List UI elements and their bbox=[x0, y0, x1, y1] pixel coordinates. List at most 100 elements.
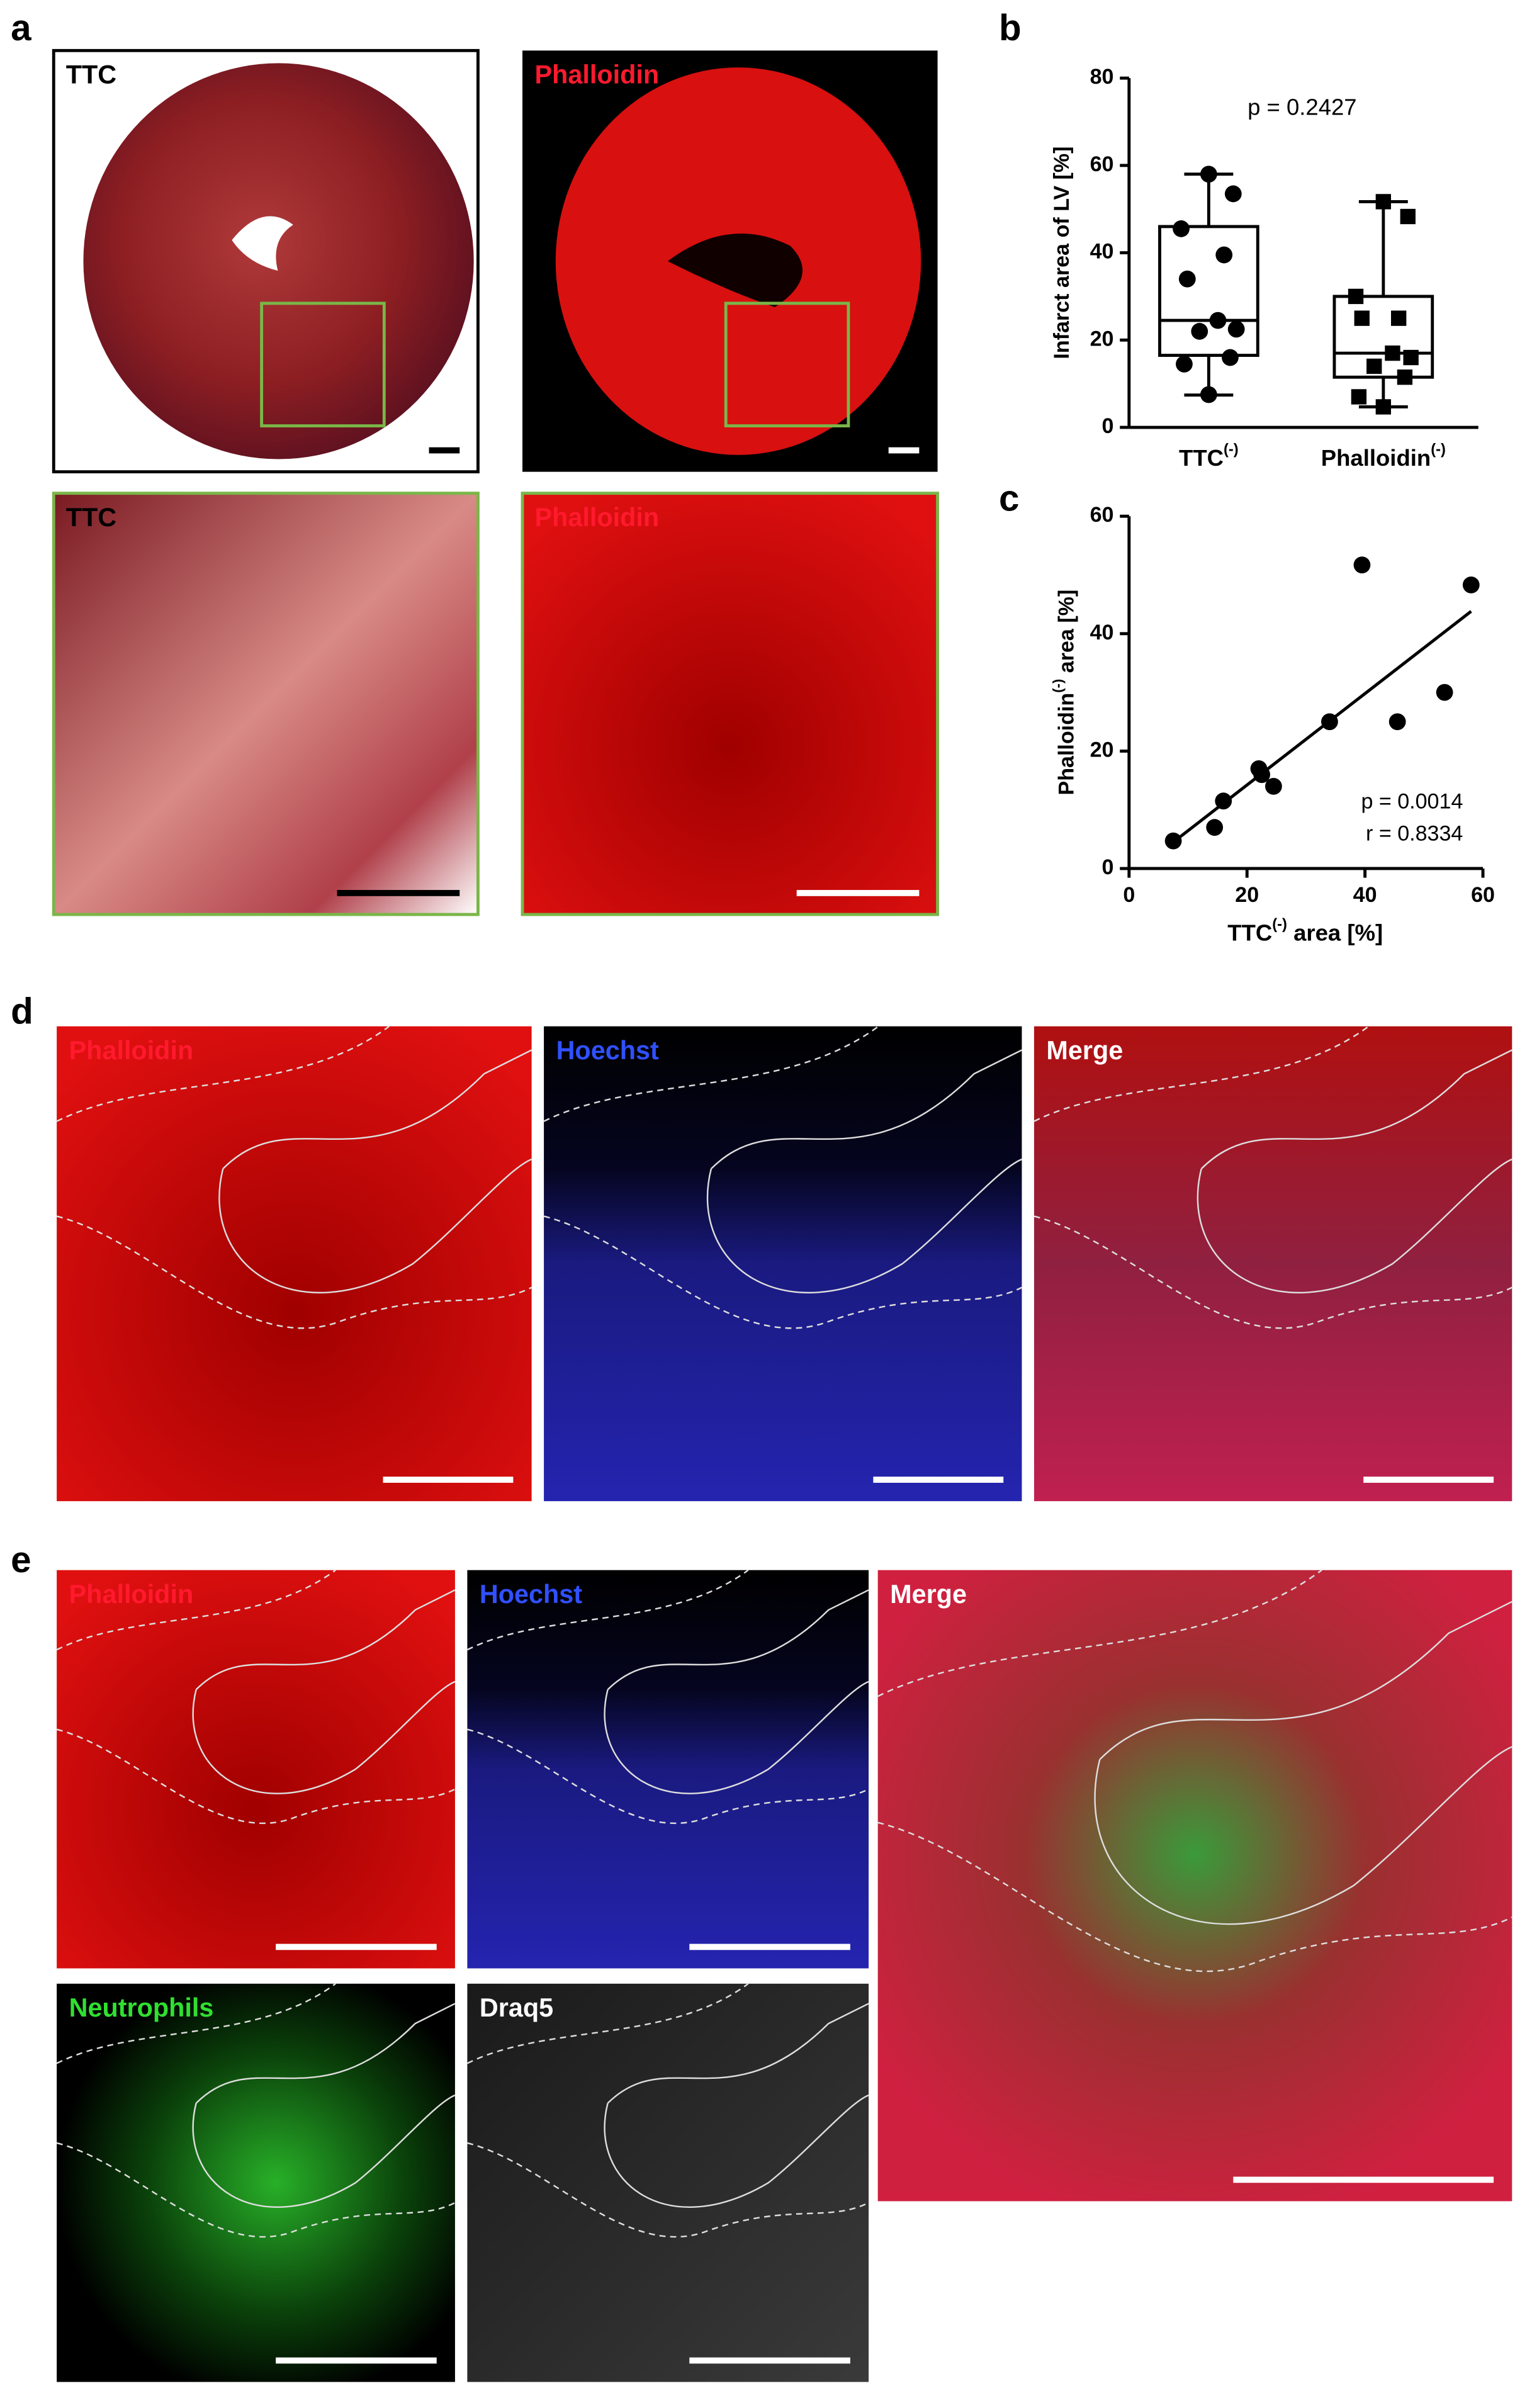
micrograph bbox=[57, 1026, 532, 1502]
y-tick-label: 40 bbox=[1090, 240, 1114, 264]
y-tick-label: 20 bbox=[1090, 738, 1114, 762]
panel-letter: d bbox=[11, 991, 33, 1032]
x-axis-label-rest: area [%] bbox=[1287, 920, 1383, 945]
scale-bar bbox=[689, 2357, 850, 2364]
point bbox=[1375, 399, 1392, 415]
x-axis-label: TTC(-) area [%] bbox=[1227, 916, 1383, 945]
boundary-solid bbox=[604, 2003, 869, 2208]
point bbox=[1200, 386, 1217, 403]
scale-bar bbox=[337, 890, 460, 896]
panel-letter: c bbox=[999, 478, 1019, 519]
point bbox=[1224, 185, 1242, 203]
image-label: Draq5 bbox=[480, 1993, 553, 2022]
boundary-dashed bbox=[877, 1569, 1512, 1972]
panel-letter: b bbox=[999, 8, 1022, 48]
scale-bar bbox=[873, 1477, 1004, 1483]
point bbox=[1436, 684, 1453, 701]
boundary-dashed bbox=[1034, 1025, 1512, 1329]
panel-letter: a bbox=[11, 8, 31, 48]
box bbox=[1332, 295, 1434, 379]
x-tick-label: TTC(-) bbox=[1179, 442, 1239, 471]
image-label: Hoechst bbox=[480, 1580, 582, 1609]
x-tick-label-text: Phalloidin bbox=[1321, 445, 1431, 471]
x-axis-label-sup: (-) bbox=[1272, 916, 1287, 933]
micrograph bbox=[467, 1983, 869, 2382]
lumen bbox=[232, 216, 293, 271]
point bbox=[1354, 310, 1370, 326]
point bbox=[1385, 345, 1400, 361]
scale-bar bbox=[796, 890, 920, 896]
point bbox=[1400, 208, 1416, 225]
point bbox=[1366, 358, 1382, 374]
boundary-dashed bbox=[543, 1025, 1022, 1329]
panel-letter: e bbox=[11, 1539, 31, 1580]
boundary-dashed bbox=[56, 1983, 456, 2238]
scale-bar bbox=[888, 447, 920, 454]
boundary-dashed bbox=[466, 1569, 869, 1825]
boundary-solid bbox=[1197, 1049, 1512, 1294]
image-label: Phalloidin bbox=[69, 1580, 194, 1609]
y-axis-label-sup: (-) bbox=[1050, 679, 1066, 693]
point bbox=[1348, 288, 1364, 305]
lumen bbox=[667, 233, 803, 307]
micrograph bbox=[544, 1026, 1022, 1502]
scale-bar bbox=[1363, 1477, 1494, 1483]
annotation: r = 0.8334 bbox=[1366, 821, 1463, 845]
inset-box bbox=[260, 301, 386, 428]
y-tick-label: 20 bbox=[1090, 327, 1114, 351]
scale-bar bbox=[383, 1477, 514, 1483]
heart-section bbox=[83, 63, 474, 459]
boundary-solid bbox=[707, 1049, 1022, 1294]
scale-bar bbox=[276, 1944, 437, 1950]
point bbox=[1227, 320, 1245, 338]
point bbox=[1351, 389, 1367, 405]
point bbox=[1200, 166, 1217, 183]
scale-bar bbox=[276, 2357, 437, 2364]
image-label: TTC bbox=[66, 503, 116, 532]
x-tick-label: 0 bbox=[1123, 883, 1135, 907]
x-tick-label-sup: (-) bbox=[1224, 442, 1239, 458]
point bbox=[1191, 323, 1208, 340]
image-label: TTC bbox=[66, 60, 116, 89]
x-tick-label: 20 bbox=[1235, 883, 1259, 907]
annotation: p = 0.2427 bbox=[1248, 94, 1357, 120]
point bbox=[1388, 713, 1406, 731]
y-axis-label-text: Phalloidin bbox=[1054, 693, 1078, 796]
y-tick-label: 60 bbox=[1090, 152, 1114, 176]
y-tick-label: 60 bbox=[1090, 503, 1114, 527]
point bbox=[1403, 349, 1419, 366]
y-axis-label: Infarct area of LV [%] bbox=[1050, 146, 1074, 359]
y-tick-label: 0 bbox=[1102, 855, 1114, 879]
y-tick-label: 40 bbox=[1090, 621, 1114, 644]
x-tick-label-sup: (-) bbox=[1431, 442, 1446, 458]
boundary-dashed bbox=[56, 1025, 532, 1329]
point bbox=[1375, 194, 1392, 210]
image-label: Phalloidin bbox=[534, 503, 659, 532]
point bbox=[1215, 792, 1232, 810]
image-label: Hoechst bbox=[556, 1036, 659, 1065]
micrograph bbox=[57, 1570, 455, 1969]
point bbox=[1209, 312, 1227, 329]
image-label: Neutrophils bbox=[69, 1993, 214, 2022]
box bbox=[1158, 225, 1259, 357]
image-label: Phalloidin bbox=[69, 1036, 194, 1065]
micrograph bbox=[57, 1983, 455, 2382]
micrograph bbox=[521, 492, 940, 916]
point bbox=[1462, 576, 1480, 594]
y-axis-label: Phalloidin(-) area [%] bbox=[1050, 590, 1079, 796]
x-axis-label-text: TTC bbox=[1227, 920, 1272, 945]
point bbox=[1178, 270, 1196, 288]
x-tick-label: Phalloidin(-) bbox=[1321, 442, 1446, 471]
micrograph bbox=[52, 492, 480, 916]
micrograph bbox=[1034, 1026, 1512, 1502]
point bbox=[1222, 349, 1239, 366]
boundary-solid bbox=[218, 1049, 532, 1294]
scale-bar bbox=[689, 1944, 850, 1950]
point bbox=[1164, 832, 1182, 850]
boundary-solid bbox=[192, 1589, 456, 1794]
x-tick-label: 40 bbox=[1353, 883, 1377, 907]
annotation: p = 0.0014 bbox=[1361, 789, 1463, 813]
inset-box bbox=[724, 301, 850, 428]
